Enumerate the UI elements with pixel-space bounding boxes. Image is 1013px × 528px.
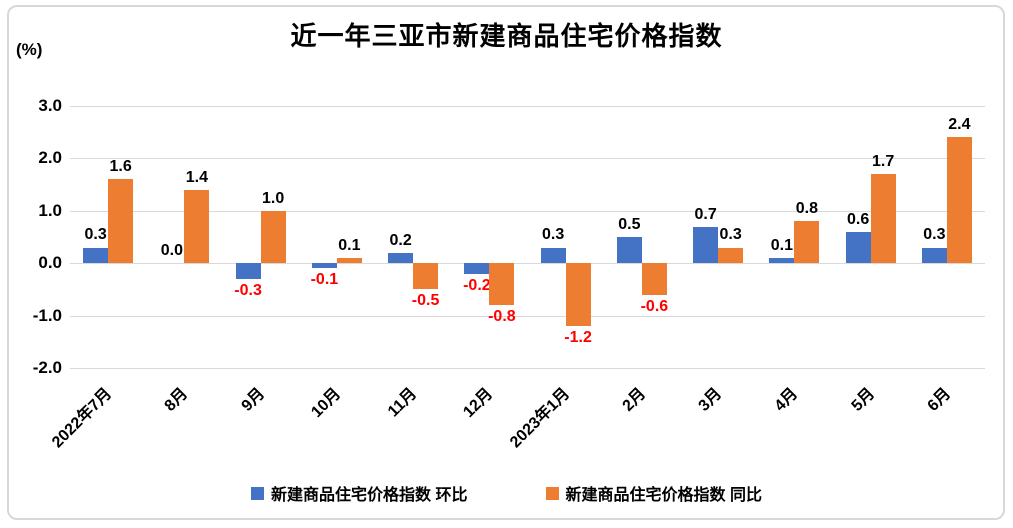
bar: [184, 189, 210, 264]
bar-value-label: 2.4: [948, 116, 971, 134]
bar: [921, 247, 947, 264]
bar: [693, 226, 719, 264]
bar: [336, 258, 362, 264]
bar: [565, 263, 591, 327]
bar-value-label: -0.5: [411, 292, 440, 310]
legend: 新建商品住宅价格指数 环比 新建商品住宅价格指数 同比: [0, 481, 1013, 505]
bar: [311, 263, 337, 269]
legend-label-yoy: 新建商品住宅价格指数 同比: [565, 487, 762, 504]
bar: [388, 252, 414, 264]
bar: [845, 231, 871, 264]
chart-title: 近一年三亚市新建商品住宅价格指数: [290, 21, 723, 51]
bar: [616, 237, 642, 264]
gridline: [70, 263, 985, 265]
bar: [718, 247, 744, 264]
legend-swatch-mom: [251, 486, 265, 500]
bar: [83, 247, 109, 264]
gridline: [70, 210, 985, 212]
bar: [794, 221, 820, 264]
gridline: [70, 106, 985, 107]
bar-value-label: 0.3: [719, 226, 742, 244]
bar-value-label: 1.6: [109, 158, 132, 176]
legend-entry-yoy: 新建商品住宅价格指数 同比: [545, 481, 762, 505]
bar-value-label: -0.3: [234, 281, 262, 299]
bar-value-label: -1.2: [564, 329, 592, 347]
y-axis-unit-label: (%): [16, 40, 43, 59]
gridline: [70, 158, 985, 160]
bar-value-label: -0.6: [640, 297, 669, 315]
bar-value-label: 0.2: [389, 231, 412, 249]
y-axis-tick-label: 2.0: [38, 148, 62, 168]
bar-value-label: 0.3: [923, 226, 946, 244]
y-axis-tick-label: 0.0: [38, 253, 62, 273]
bar: [464, 263, 490, 274]
bar: [540, 247, 566, 264]
legend-swatch-yoy: [545, 486, 559, 500]
bar: [641, 263, 667, 295]
bar-value-label: -0.2: [463, 276, 491, 294]
legend-entry-mom: 新建商品住宅价格指数 环比: [251, 481, 468, 505]
bar-value-label: 0.5: [618, 216, 641, 233]
bar: [413, 263, 439, 290]
bar-value-label: 0.8: [795, 200, 819, 218]
bar-value-label: -0.1: [310, 271, 339, 289]
bar: [946, 137, 972, 264]
y-axis-tick-label: 3.0: [38, 96, 62, 115]
chart-frame: [7, 5, 1005, 520]
bar: [489, 263, 515, 306]
bar-value-label: 1.4: [185, 168, 209, 186]
gridline: [70, 368, 985, 369]
bar: [870, 174, 896, 264]
bar-value-label: 0.1: [770, 236, 794, 254]
bar-value-label: 0.7: [694, 205, 717, 223]
bar-value-label: 0.1: [338, 236, 361, 254]
bar-value-label: 0.3: [84, 226, 107, 244]
bar-value-label: -0.8: [488, 308, 516, 326]
bar-value-label: 1.0: [261, 189, 285, 207]
bar-value-label: 0.3: [541, 226, 565, 244]
bar: [769, 258, 795, 264]
bar-value-label: 0.0: [160, 242, 184, 260]
y-axis-tick-label: 1.0: [38, 200, 62, 220]
bar: [260, 210, 286, 264]
bar: [108, 179, 134, 264]
legend-label-mom: 新建商品住宅价格指数 环比: [271, 487, 468, 504]
y-axis-tick-label: -1.0: [32, 305, 62, 325]
y-axis-tick-label: -2.0: [32, 358, 62, 377]
bar: [235, 263, 261, 279]
bar-value-label: 0.6: [846, 210, 870, 228]
bar-value-label: 1.7: [871, 153, 895, 171]
gridline: [70, 315, 985, 317]
